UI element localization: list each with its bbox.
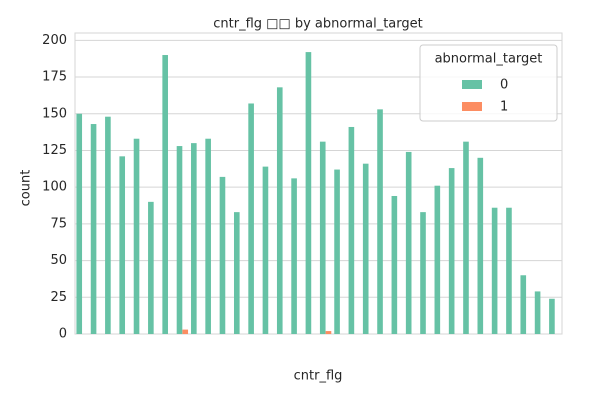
bar	[90, 124, 97, 334]
bar	[319, 141, 326, 334]
bar	[405, 151, 412, 334]
bar	[119, 156, 126, 334]
bar	[534, 291, 541, 334]
y-tick-label: 50	[50, 253, 67, 268]
y-tick-label: 150	[42, 106, 67, 121]
bar	[233, 212, 240, 334]
chart-title: cntr_flg □□ by abnormal_target	[213, 17, 422, 32]
bar	[420, 212, 426, 334]
bar	[334, 169, 340, 334]
bar	[105, 116, 111, 334]
bar	[434, 185, 441, 334]
legend-title: abnormal_target	[435, 52, 543, 67]
y-axis-label: count	[19, 170, 34, 207]
y-tick-label: 100	[42, 180, 67, 195]
legend-swatch	[462, 80, 482, 89]
y-tick-label: 25	[50, 290, 67, 305]
y-tick-label: 75	[50, 216, 67, 231]
bar	[291, 178, 297, 334]
legend-label: 1	[500, 100, 508, 115]
bar	[506, 207, 512, 334]
bar	[549, 298, 555, 334]
bar	[276, 87, 283, 334]
bar	[477, 157, 484, 334]
bar	[520, 275, 527, 334]
bar	[325, 331, 332, 334]
legend-swatch	[462, 102, 482, 111]
bar	[205, 138, 211, 334]
bar	[491, 207, 498, 334]
x-axis-label: cntr_flg	[294, 369, 343, 384]
legend-box	[419, 44, 558, 122]
bar	[191, 143, 197, 334]
bar	[305, 52, 312, 335]
bar	[248, 103, 254, 334]
bar	[176, 146, 183, 334]
bar	[463, 141, 469, 334]
bar	[348, 126, 355, 334]
bar	[391, 195, 398, 334]
bar	[448, 168, 455, 334]
bar	[262, 166, 269, 334]
y-tick-label: 175	[42, 70, 67, 85]
y-tick-label: 125	[42, 143, 67, 158]
bar	[182, 329, 189, 334]
legend-label: 0	[500, 78, 508, 93]
bar	[219, 176, 226, 334]
bar	[377, 109, 383, 334]
y-tick-label: 200	[42, 33, 67, 48]
bar	[362, 163, 369, 334]
bar	[76, 113, 83, 334]
bar	[148, 201, 154, 334]
plot-frame	[74, 32, 563, 335]
y-tick-label: 0	[59, 327, 67, 342]
bar	[133, 138, 140, 334]
bar	[162, 55, 168, 335]
